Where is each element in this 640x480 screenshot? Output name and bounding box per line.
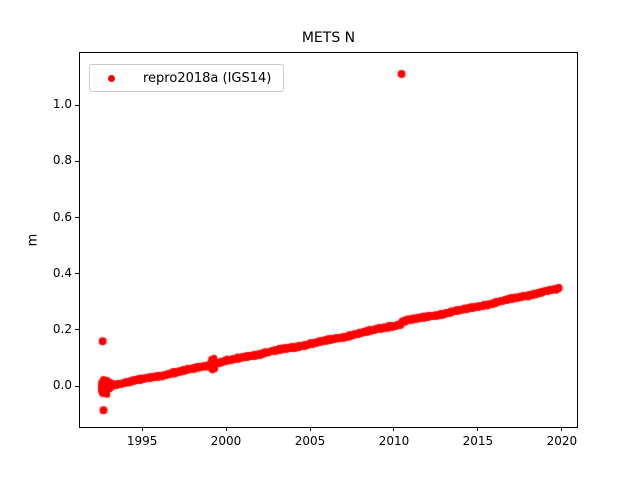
- x-tick-label: 2015: [462, 434, 494, 448]
- y-tick-label: 0.0: [52, 378, 72, 393]
- legend-label: repro2018a (IGS14): [143, 70, 272, 86]
- x-tick-mark: [477, 427, 479, 431]
- x-tick-label: 2010: [378, 434, 410, 448]
- x-tick-mark: [309, 427, 311, 431]
- y-tick-label: 0.6: [52, 209, 72, 224]
- y-tick-label: 1.0: [52, 97, 72, 112]
- x-tick-mark: [141, 427, 143, 431]
- y-tick-mark: [75, 385, 79, 387]
- x-tick-label: 2020: [546, 434, 578, 448]
- y-axis-label: m: [25, 233, 41, 247]
- x-tick-label: 2005: [294, 434, 326, 448]
- y-tick-label: 0.4: [52, 265, 72, 280]
- plot-area: repro2018a (IGS14): [79, 52, 578, 428]
- scatter-canvas: [80, 53, 577, 427]
- legend-marker-icon: [108, 74, 115, 82]
- y-tick-mark: [75, 329, 79, 331]
- y-tick-label: 0.2: [52, 321, 72, 336]
- y-tick-mark: [75, 160, 79, 162]
- y-tick-label: 0.8: [52, 153, 72, 168]
- y-tick-mark: [75, 273, 79, 275]
- y-tick-mark: [75, 104, 79, 106]
- legend: repro2018a (IGS14): [89, 64, 285, 92]
- x-tick-label: 1995: [126, 434, 158, 448]
- x-tick-label: 2000: [210, 434, 242, 448]
- chart-title: METS N: [301, 30, 356, 46]
- x-tick-mark: [561, 427, 563, 431]
- x-tick-mark: [225, 427, 227, 431]
- x-tick-mark: [393, 427, 395, 431]
- y-tick-mark: [75, 217, 79, 218]
